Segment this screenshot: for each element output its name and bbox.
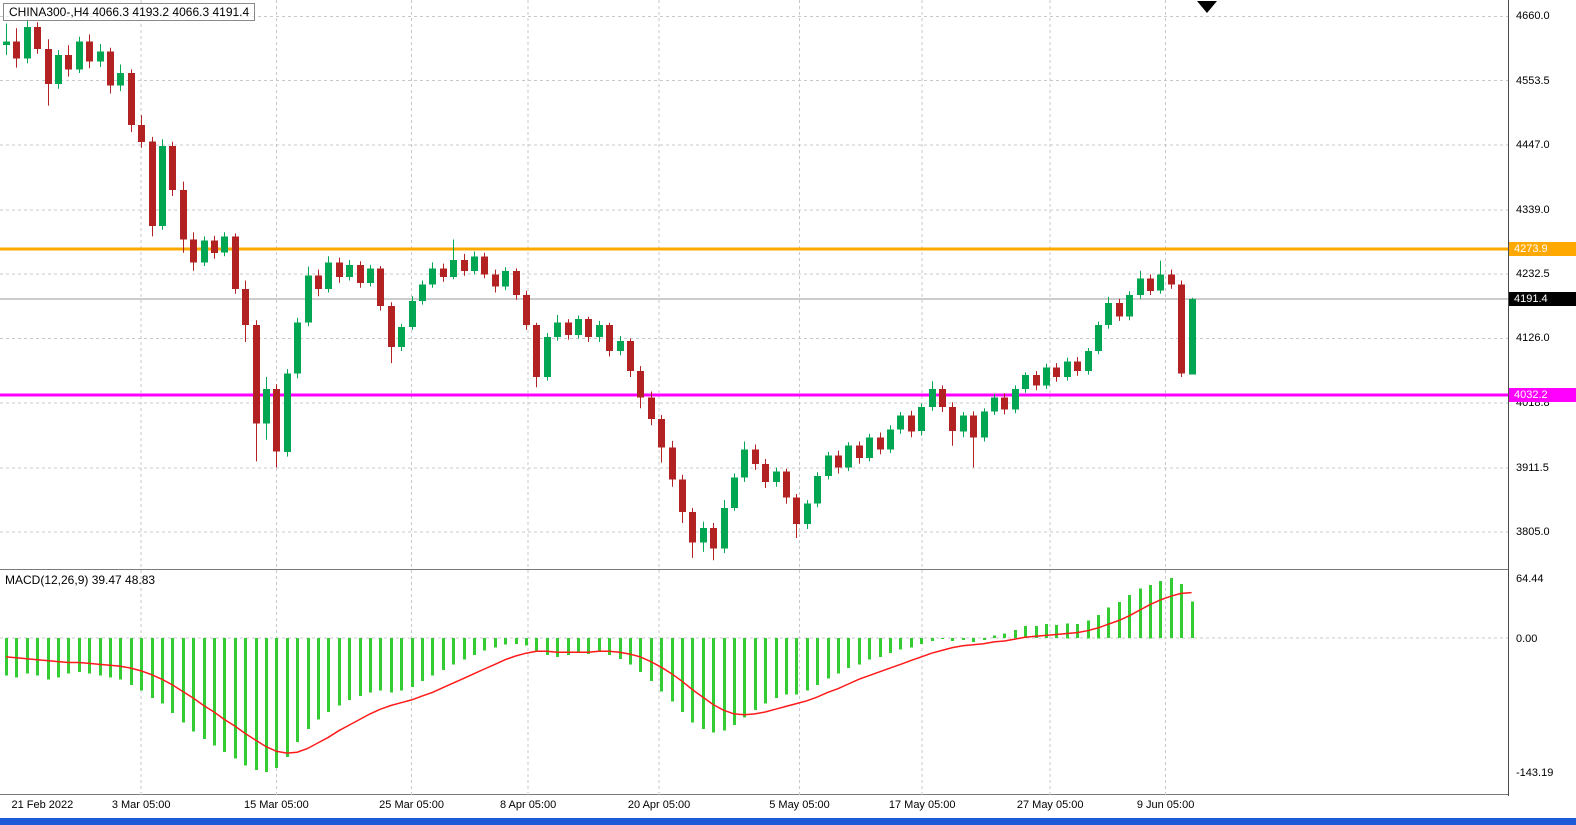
- time-tick-label: 25 Mar 05:00: [379, 799, 445, 811]
- price-badge: 4191.4: [1509, 291, 1576, 306]
- axis-tick-label: 3805.0: [1516, 526, 1550, 538]
- price-axis[interactable]: 4660.0 4553.5 4447.0 4339.0 4232.5 4126.0 4018…: [1508, 0, 1576, 796]
- candles-layer: [3, 21, 1196, 561]
- time-tick-label: 9 Jun 05:00: [1136, 799, 1195, 811]
- axis-tick-label: 3911.5: [1516, 461, 1549, 474]
- axis-tick-label: 4339.0: [1516, 203, 1550, 216]
- macd-signal-line: [5, 591, 1192, 754]
- chart-title-text: CHINA300-,H4 4066.3 4193.2 4066.3 4191.4: [9, 5, 250, 19]
- axis-tick-label: -143.19: [1516, 767, 1554, 779]
- macd-histogram: [5, 578, 1194, 772]
- macd-panel: MACD(12,26,9) 39.47 48.83: [0, 570, 1508, 795]
- axis-tick-label: 4553.5: [1516, 74, 1550, 87]
- price-chart-canvas[interactable]: [0, 0, 1508, 570]
- time-tick-label: 15 Mar 05:00: [243, 799, 309, 811]
- axis-tick-label: 64.44: [1516, 572, 1544, 585]
- chart-title: CHINA300-,H4 4066.3 4193.2 4066.3 4191.4: [3, 3, 256, 21]
- price-panel: CHINA300-,H4 4066.3 4193.2 4066.3 4191.4: [0, 0, 1508, 570]
- price-badge: 4032.2: [1509, 387, 1576, 402]
- axis-tick-label: 4660.0: [1516, 10, 1550, 23]
- time-tick-label: 27 May 05:00: [1016, 799, 1084, 811]
- time-tick-label: 8 Apr 05:00: [499, 799, 557, 811]
- time-tick-label: 3 Mar 05:00: [111, 799, 171, 811]
- axis-tick-label: 4126.0: [1516, 332, 1550, 345]
- axis-tick-label: 4232.5: [1516, 268, 1550, 281]
- macd-chart-canvas[interactable]: [0, 570, 1508, 795]
- time-tick-label: 17 May 05:00: [888, 799, 956, 811]
- chart-shift-marker[interactable]: [1197, 1, 1217, 13]
- axis-tick-label: 0.00: [1516, 633, 1538, 646]
- price-badge: 4273.9: [1509, 242, 1576, 257]
- price-grid: [0, 0, 1508, 570]
- time-tick-label: 20 Apr 05:00: [627, 799, 691, 811]
- time-tick-label: 21 Feb 2022: [11, 799, 74, 811]
- macd-grid: [0, 570, 1508, 795]
- axis-tick-label: 4447.0: [1516, 138, 1550, 151]
- window-bottom-border: [0, 818, 1576, 825]
- macd-indicator-label: MACD(12,26,9) 39.47 48.83: [5, 573, 156, 587]
- time-axis[interactable]: 21 Feb 2022 3 Mar 05:00 15 Mar 05:00 25 Mar…: [0, 796, 1576, 818]
- time-tick-label: 5 May 05:00: [769, 799, 830, 811]
